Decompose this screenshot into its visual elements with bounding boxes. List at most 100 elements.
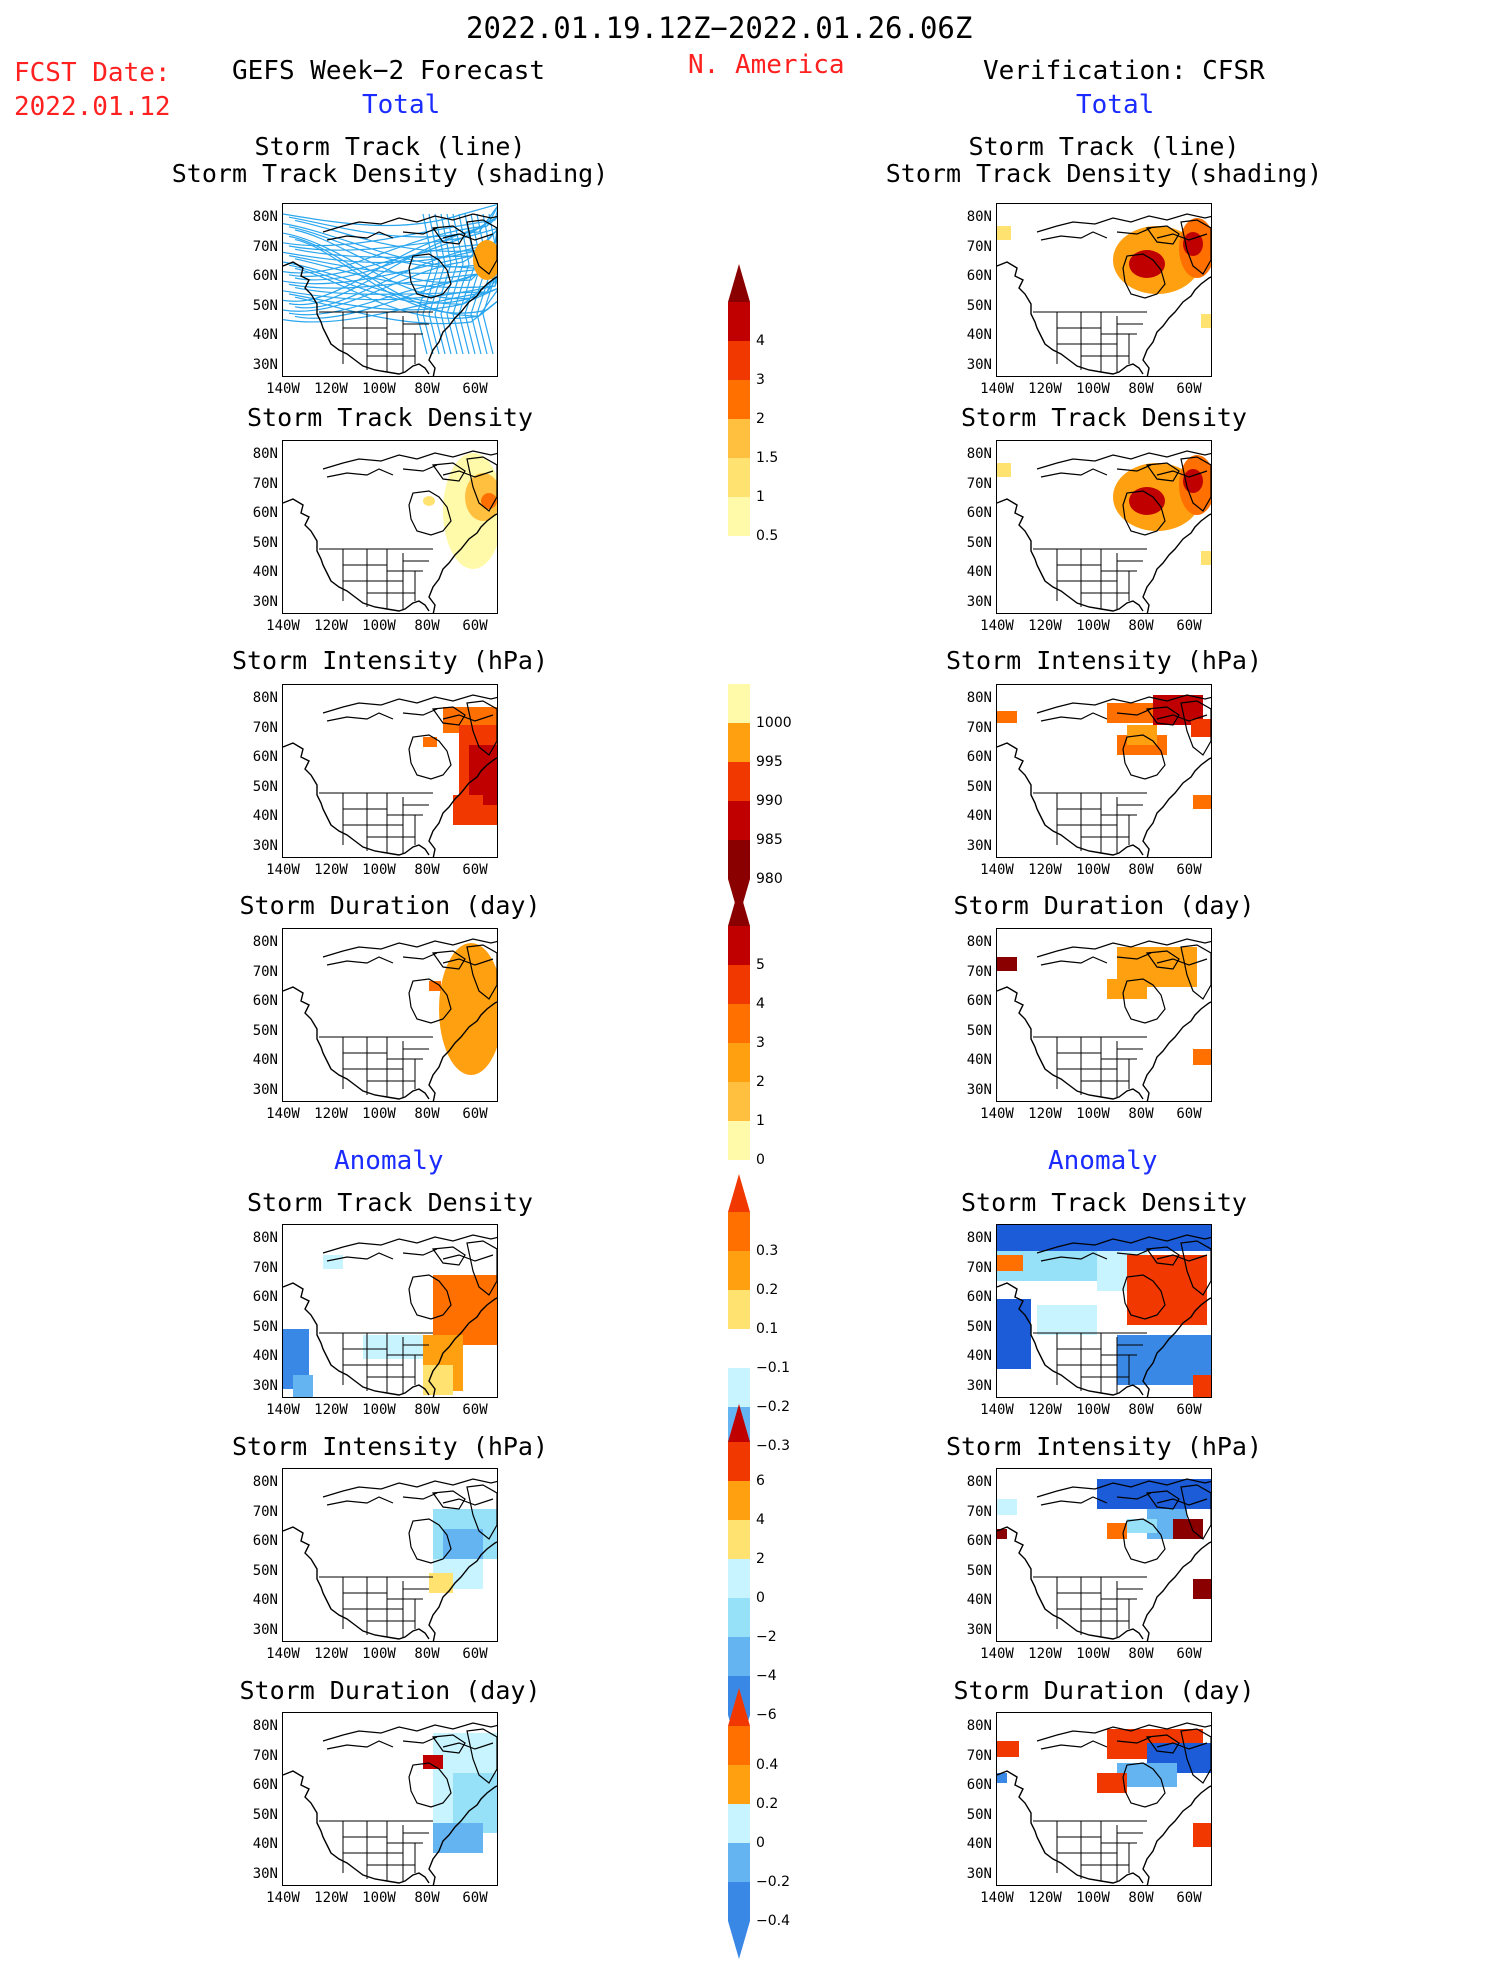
colorbar-tick-label: −6 <box>756 1707 777 1723</box>
colorbar-segment <box>728 801 750 840</box>
longitude-tick-label: 140W <box>266 1646 300 1662</box>
longitude-tick-label: 140W <box>266 618 300 634</box>
storm-track-line <box>294 258 497 289</box>
colorbar-tick-label: 3 <box>756 372 765 388</box>
longitude-tick-label: 140W <box>980 381 1014 397</box>
colorbar-segment <box>728 1004 750 1043</box>
colorbar-segment <box>728 1481 750 1520</box>
latitude-tick-label: 80N <box>966 690 992 706</box>
longitude-tick-label: 60W <box>1176 1106 1202 1122</box>
latitude-tick-label: 70N <box>966 719 992 736</box>
shading-cell <box>997 463 1011 477</box>
latitude-tick-label: 50N <box>966 534 992 551</box>
latitude-tick-label: 30N <box>966 1621 992 1638</box>
right-column-title: Verification: CFSR <box>983 56 1265 86</box>
longitude-tick-label: 100W <box>1076 1890 1110 1906</box>
shading-cell <box>423 1365 453 1395</box>
latitude-tick-label: 50N <box>252 1562 278 1579</box>
colorbar-segment <box>728 1212 750 1251</box>
state-boundaries <box>1033 548 1147 609</box>
longitude-tick-label: 120W <box>314 862 348 878</box>
arctic-coastline <box>322 213 497 241</box>
shading-cell <box>1127 1255 1207 1325</box>
longitude-tick-label: 120W <box>314 1890 348 1906</box>
longitude-tick-label: 140W <box>980 862 1014 878</box>
hudson-bay-outline <box>408 1518 452 1564</box>
shading-cell <box>323 1255 343 1269</box>
colorbar-arrow <box>728 888 750 926</box>
continent-coastline <box>283 742 497 857</box>
colorbar-tick-label: −2 <box>756 1629 777 1645</box>
longitude-tick-label: 100W <box>1076 381 1110 397</box>
longitude-tick-label: 100W <box>1076 618 1110 634</box>
arctic-coastline <box>322 938 497 966</box>
storm-track-line <box>294 219 497 253</box>
storm-track-line <box>440 213 458 355</box>
latitude-tick-label: 40N <box>252 1052 278 1068</box>
longitude-tick-label: 80W <box>1128 1890 1154 1906</box>
date-range-title: 2022.01.19.12Z−2022.01.26.06Z <box>466 11 973 45</box>
forecast-panel-title: Storm Track Density (shading) <box>171 159 609 188</box>
continent-coastline <box>283 1770 497 1885</box>
density-shading <box>423 496 435 506</box>
forecast-panel-title: Storm Intensity (hPa) <box>231 1432 549 1461</box>
continent-coastline <box>997 261 1211 376</box>
verification-map-panel <box>996 1224 1212 1398</box>
longitude-tick-label: 100W <box>362 862 396 878</box>
shading-cell <box>997 1529 1007 1539</box>
longitude-tick-label: 140W <box>266 381 300 397</box>
latitude-tick-label: 40N <box>252 1592 278 1608</box>
latitude-tick-label: 40N <box>252 327 278 343</box>
longitude-tick-label: 140W <box>266 1890 300 1906</box>
hudson-bay-outline <box>1122 1518 1166 1564</box>
longitude-tick-label: 80W <box>414 1890 440 1906</box>
latitude-tick-label: 50N <box>252 1806 278 1823</box>
latitude-tick-label: 50N <box>966 297 992 314</box>
latitude-tick-label: 80N <box>252 934 278 950</box>
shading-cell <box>453 795 483 825</box>
longitude-tick-label: 120W <box>1028 1646 1062 1662</box>
density-shading <box>1129 487 1165 515</box>
north-america-map <box>997 694 1211 857</box>
colorbar-segment <box>728 1442 750 1481</box>
region-label: N. America <box>688 50 845 80</box>
continent-coastline <box>283 1282 497 1397</box>
arctic-islands-outline <box>431 219 497 275</box>
colorbar-segment <box>728 1843 750 1882</box>
longitude-tick-label: 60W <box>1176 1646 1202 1662</box>
forecast-map-panel <box>282 440 498 614</box>
shading-cell <box>433 1823 483 1853</box>
colorbar-tick-label: 985 <box>756 832 783 848</box>
latitude-tick-label: 30N <box>252 1865 278 1882</box>
arctic-coastline <box>1036 1234 1211 1262</box>
longitude-tick-label: 140W <box>980 1106 1014 1122</box>
colorbar-tick-label: 2 <box>756 1074 765 1090</box>
longitude-tick-label: 100W <box>362 381 396 397</box>
latitude-tick-label: 80N <box>252 690 278 706</box>
longitude-tick-label: 100W <box>1076 1402 1110 1418</box>
hudson-bay-outline <box>408 978 452 1024</box>
verification-map-panel <box>996 928 1212 1102</box>
colorbar-segment <box>728 1121 750 1160</box>
forecast-panel-title: Storm Intensity (hPa) <box>231 646 549 675</box>
latitude-tick-label: 50N <box>966 778 992 795</box>
colorbar-segment <box>728 1520 750 1559</box>
hudson-bay-outline <box>1122 1762 1166 1808</box>
arctic-islands-outline <box>1145 219 1211 275</box>
north-america-map <box>997 450 1211 613</box>
colorbar-segment <box>728 840 750 879</box>
longitude-tick-label: 140W <box>980 618 1014 634</box>
state-boundaries <box>319 1576 433 1637</box>
state-boundaries <box>319 1820 433 1881</box>
shading-cell <box>997 1773 1007 1783</box>
colorbar-segment <box>728 684 750 723</box>
arctic-coastline <box>1036 1478 1211 1506</box>
colorbar-tick-label: 995 <box>756 754 783 770</box>
continent-coastline <box>997 986 1211 1101</box>
continent-coastline <box>997 1282 1211 1397</box>
latitude-tick-label: 80N <box>252 209 278 225</box>
colorbar-tick-label: −0.2 <box>756 1399 790 1415</box>
shading-cell <box>1193 1823 1211 1847</box>
storm-track-line <box>283 206 497 274</box>
colorbar-tick-label: 5 <box>756 957 765 973</box>
